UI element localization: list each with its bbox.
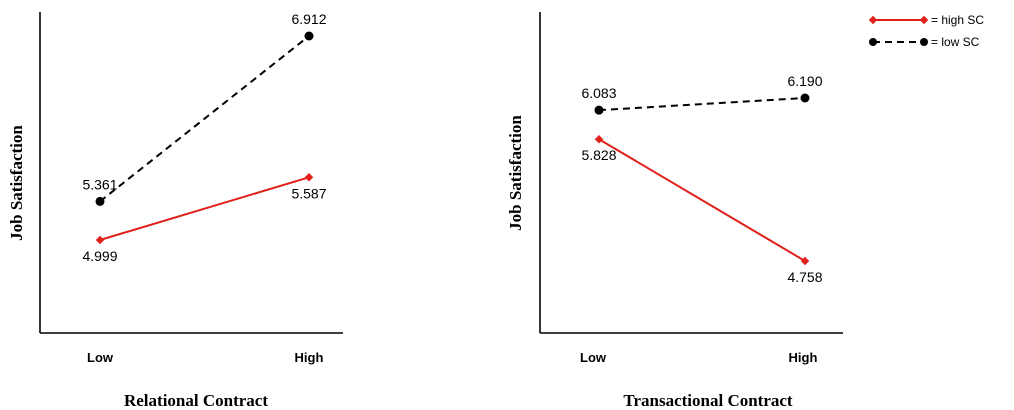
legend-label-low-sc: = low SC	[931, 35, 980, 49]
x-tick-low: Low	[580, 350, 607, 365]
y-axis-label: Job Satisfaction	[506, 115, 525, 231]
point-high-sc-low	[95, 235, 105, 245]
data-label-high-sc-low: 5.828	[581, 147, 616, 163]
legend-label-high-sc: = high SC	[931, 13, 984, 27]
transactional-contract-chart: Job Satisfaction Low High Transactional …	[506, 12, 843, 410]
point-high-sc-low	[594, 134, 604, 144]
x-axis-label: Relational Contract	[124, 391, 268, 410]
relational-contract-chart: Job Satisfaction Low High Relational Con…	[7, 11, 343, 410]
data-label-low-sc-high: 6.912	[291, 11, 326, 27]
x-tick-high: High	[789, 350, 818, 365]
data-label-high-sc-high: 5.587	[291, 185, 326, 201]
legend-item-high-sc: = high SC	[868, 13, 984, 27]
chart-marks: 4.999 5.587 5.361 6.912	[82, 11, 326, 264]
x-axis-label: Transactional Contract	[623, 391, 793, 410]
series-line-high-sc	[598, 138, 806, 262]
point-high-sc-high	[800, 256, 810, 266]
y-axis-label: Job Satisfaction	[7, 125, 26, 241]
point-low-sc-high	[800, 93, 810, 103]
data-label-low-sc-high: 6.190	[787, 73, 822, 89]
legend-marker-circle	[869, 38, 877, 46]
data-label-high-sc-high: 4.758	[787, 269, 822, 285]
point-low-sc-low	[594, 105, 604, 115]
x-tick-low: Low	[87, 350, 114, 365]
series-line-high-sc	[99, 176, 310, 241]
legend-marker-diamond	[919, 15, 929, 25]
series-line-low-sc	[99, 35, 310, 203]
legend: = high SC = low SC	[868, 13, 984, 49]
point-low-sc-high	[304, 31, 314, 41]
legend-item-low-sc: = low SC	[869, 35, 980, 49]
data-label-high-sc-low: 4.999	[82, 248, 117, 264]
legend-marker-circle	[920, 38, 928, 46]
data-label-low-sc-low: 5.361	[82, 176, 117, 192]
point-low-sc-low	[95, 196, 105, 206]
chart-marks: 5.828 4.758 6.083 6.190	[581, 73, 822, 285]
series-line-low-sc	[598, 97, 806, 112]
point-high-sc-high	[304, 173, 314, 182]
x-tick-high: High	[295, 350, 324, 365]
legend-marker-diamond	[868, 15, 878, 25]
data-label-low-sc-low: 6.083	[581, 85, 616, 101]
